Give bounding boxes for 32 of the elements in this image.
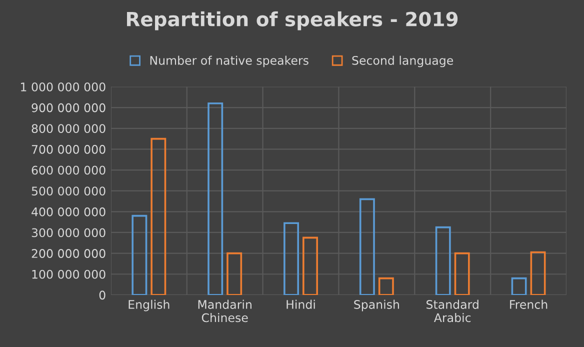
legend-label: Second language — [352, 56, 454, 68]
legend-label: Number of native speakers — [150, 56, 308, 68]
bar — [530, 251, 546, 295]
bar — [359, 198, 375, 295]
bar — [226, 252, 242, 295]
y-tick-label: 200 000 000 — [32, 249, 106, 258]
x-tick-label: Hindi — [286, 300, 315, 309]
x-tick-label: Spanish — [354, 300, 399, 312]
bar — [132, 214, 148, 295]
y-tick-label: 500 000 000 — [32, 186, 106, 196]
y-tick-label: 900 000 000 — [32, 103, 106, 112]
bar — [208, 102, 224, 295]
chart-title: Repartition of speakers - 2019 — [127, 11, 458, 30]
x-tick-label: French — [510, 300, 548, 309]
y-tick-label: 100 000 000 — [32, 270, 106, 279]
y-tick-label: 800 000 000 — [32, 124, 106, 134]
y-tick-label: 0 — [99, 290, 106, 300]
x-tick-label: Mandarin Chinese — [198, 300, 252, 322]
x-tick-label: English — [128, 300, 170, 312]
bar — [284, 222, 300, 295]
bar — [454, 252, 470, 295]
bar — [378, 277, 394, 295]
y-tick-label: 400 000 000 — [32, 207, 106, 216]
x-tick-label: Standard Arabic — [426, 300, 478, 322]
y-tick-label: 300 000 000 — [32, 228, 106, 238]
y-tick-label: 600 000 000 — [32, 166, 106, 175]
bar — [435, 226, 451, 295]
bar — [302, 236, 318, 295]
bar — [511, 277, 527, 295]
bar — [150, 138, 166, 295]
y-tick-label: 700 000 000 — [32, 144, 106, 154]
y-tick-label: 1 000 000 000 — [21, 82, 106, 92]
